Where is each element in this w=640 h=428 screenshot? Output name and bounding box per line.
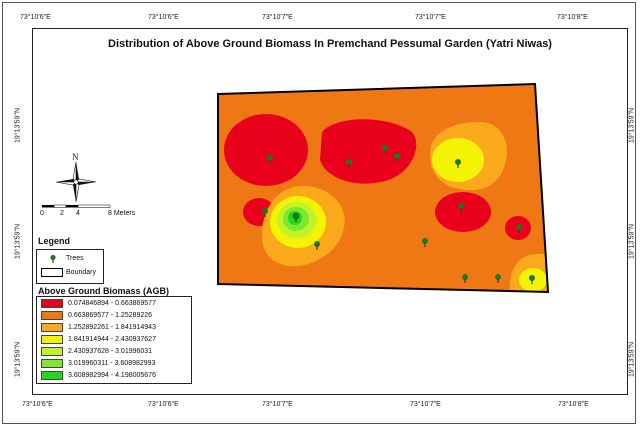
agb-zone-low [320,119,417,184]
tree-icon [267,155,273,164]
bottom-tick: 73°10'6"E [148,401,179,408]
tree-icon [462,274,468,283]
legend-trees-box [36,249,104,284]
tree-icon [50,254,56,263]
north-arrow-icon [55,161,97,203]
top-tick: 73°10'6"E [20,14,51,21]
bottom-tick: 73°10'6"E [22,401,53,408]
agb-zone-low [224,114,308,186]
tree-icon [346,159,352,168]
tree-markers [262,145,535,284]
agb-legend-title: Above Ground Biomass (AGB) [38,286,170,296]
agb-class-label: 2.430937628 - 3.01996031 [68,348,153,355]
bottom-tick: 73°10'8"E [558,401,589,408]
boundary-swatch [41,268,63,277]
tree-icon [422,238,428,247]
top-tick: 73°10'8"E [557,14,588,21]
agb-class-label: 3.608982994 - 4.198005676 [68,372,156,379]
agb-class-swatch [41,359,63,368]
tree-icon [382,145,388,154]
tree-icon [292,212,300,222]
agb-surface [218,84,548,292]
agb-class-label: 3.019960311 - 3.608982993 [68,360,156,367]
tree-icon [394,153,400,162]
agb-zone-high [435,149,475,181]
bottom-tick: 73°10'7"E [410,401,441,408]
garden-boundary [217,82,550,294]
north-label: N [72,152,79,162]
top-tick: 73°10'7"E [415,14,446,21]
scale-label: 4 [76,210,80,217]
agb-class-swatch [41,347,63,356]
agb-class-swatch [41,323,63,332]
scale-bar [42,204,111,208]
agb-class-label: 1.841914944 - 2.430937627 [68,336,156,343]
map-title: Distribution of Above Ground Biomass In … [108,38,552,50]
legend-title: Legend [38,236,71,246]
agb-zone-low [435,192,491,232]
bottom-tick: 73°10'7"E [262,401,293,408]
agb-class-swatch [41,335,63,344]
tree-icon [529,275,535,284]
outer-frame [2,2,636,424]
agb-class-label: 0.074846894 - 0.663869577 [68,300,156,307]
agb-class-swatch [41,311,63,320]
scale-label: 0 [40,210,44,217]
tree-icon [516,224,522,233]
top-tick: 73°10'7"E [262,14,293,21]
scale-label: 8 Meters [108,210,136,217]
agb-class-label: 1.252892261 - 1.841914943 [68,324,156,331]
tree-icon [495,274,501,283]
tree-icon [458,203,464,212]
tree-icon [314,241,320,250]
agb-class-swatch [41,299,63,308]
legend-boundary-label: Boundary [66,269,96,276]
tree-icon [262,208,268,217]
agb-class-swatch [41,371,63,380]
map-frame [32,28,628,395]
tree-icon [455,159,461,168]
legend-trees-label: Trees [66,255,84,262]
agb-class-label: 0.663869577 - 1.25289226 [68,312,153,319]
scale-label: 2 [60,210,64,217]
top-tick: 73°10'6"E [148,14,179,21]
